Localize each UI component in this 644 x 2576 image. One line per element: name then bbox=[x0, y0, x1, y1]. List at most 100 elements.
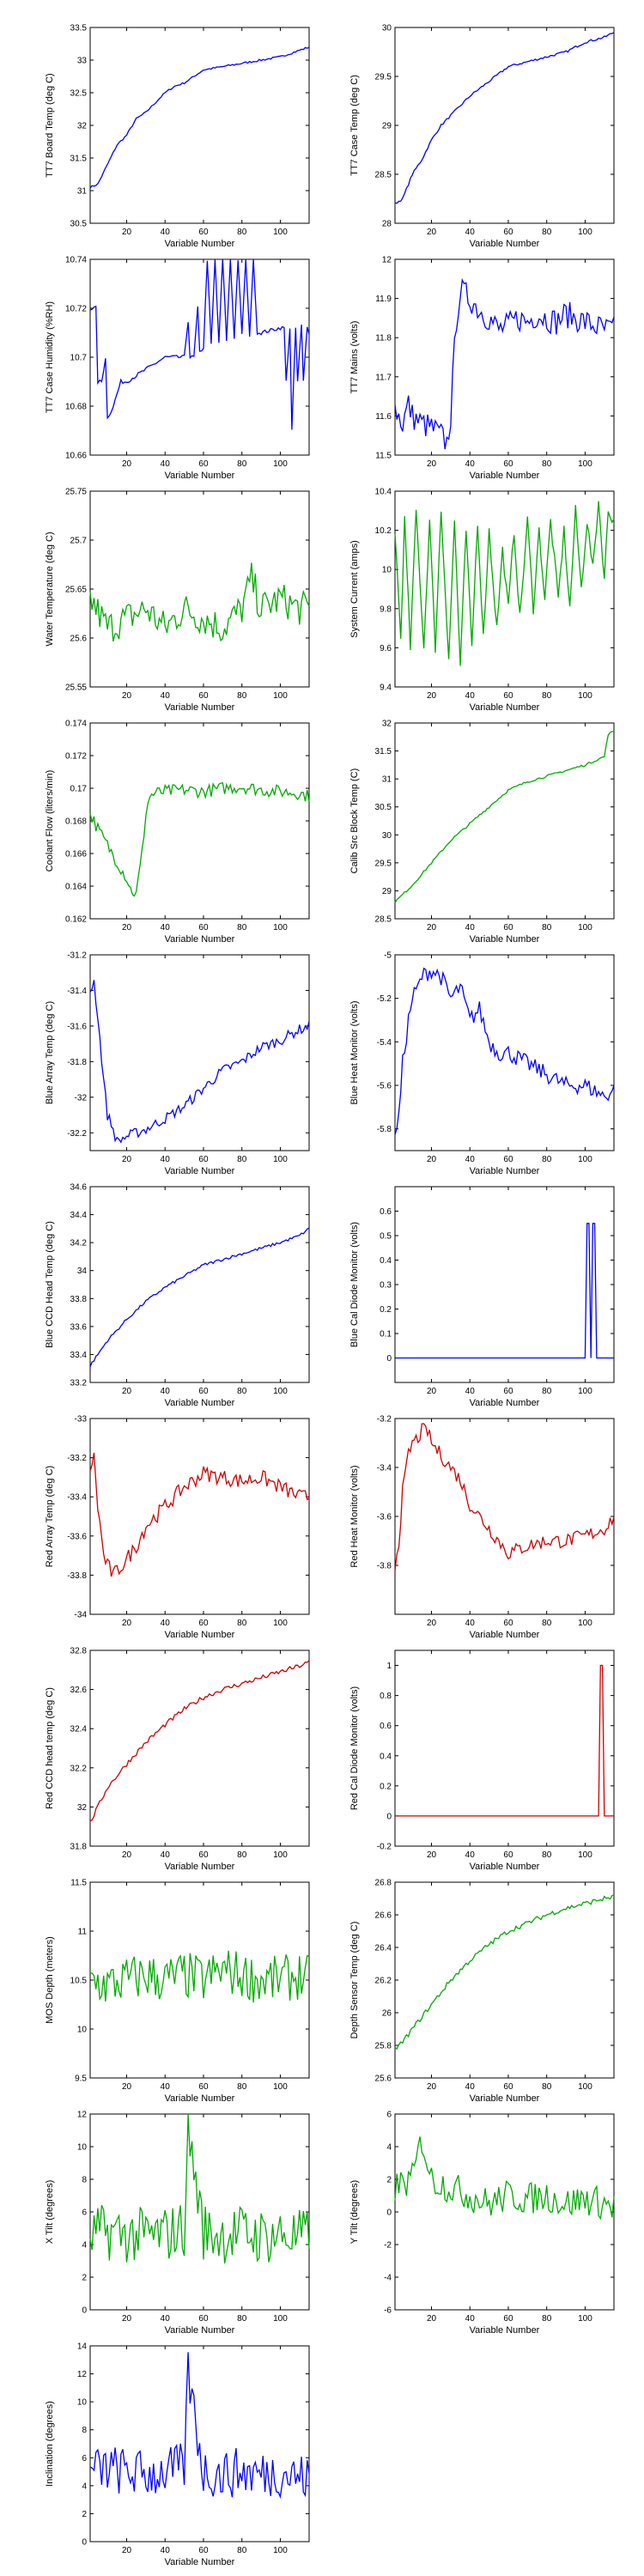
x-axis-label: Variable Number bbox=[165, 1630, 235, 1640]
x-tick-label: 60 bbox=[503, 1155, 513, 1164]
x-tick-label: 60 bbox=[198, 1850, 209, 1860]
x-axis-label: Variable Number bbox=[470, 1398, 540, 1408]
y-axis-label: TT7 Case Humidity (%RH) bbox=[45, 301, 55, 413]
x-tick-label: 80 bbox=[542, 2314, 552, 2324]
y-tick-label: 2 bbox=[82, 2274, 87, 2283]
x-tick-label: 40 bbox=[161, 2082, 171, 2092]
x-tick-label: 20 bbox=[427, 1155, 437, 1164]
plot-frame bbox=[89, 1418, 310, 1615]
series-line bbox=[89, 562, 310, 642]
x-tick-label: 80 bbox=[237, 2546, 247, 2555]
x-tick-label: 80 bbox=[237, 1850, 247, 1860]
x-axis-label: Variable Number bbox=[165, 1166, 235, 1176]
y-tick-label: 30 bbox=[382, 24, 392, 33]
y-axis-label: Coolant Flow (liters/min) bbox=[45, 770, 55, 872]
x-tick-label: 100 bbox=[578, 1387, 592, 1396]
chart-panel: -6 -4 -2 0 2 4 6 20 40 60 80 100 Variable Number Y Ti… bbox=[349, 2111, 615, 2336]
y-tick-label: 0.168 bbox=[65, 817, 87, 827]
y-tick-label: 30.5 bbox=[70, 220, 88, 229]
x-axis-label: Variable Number bbox=[470, 1166, 540, 1176]
x-tick-label: 100 bbox=[273, 2314, 288, 2324]
x-tick-label: 40 bbox=[161, 1155, 171, 1164]
x-axis-label: Variable Number bbox=[165, 471, 235, 481]
y-tick-label: 0.172 bbox=[65, 752, 87, 762]
chart-panel: 30.5 31 31.5 32 32.5 33 33.5 20 40 60 80 100 Variabl… bbox=[45, 24, 310, 249]
x-tick-label: 60 bbox=[198, 1387, 209, 1396]
series-line bbox=[395, 1664, 614, 1817]
y-tick-label: 11.7 bbox=[375, 373, 392, 382]
x-axis-label: Variable Number bbox=[165, 1862, 235, 1872]
x-tick-label: 80 bbox=[542, 228, 552, 237]
x-tick-label: 100 bbox=[273, 1850, 288, 1860]
x-tick-label: 20 bbox=[122, 2546, 132, 2555]
y-tick-label: 29.5 bbox=[375, 73, 392, 82]
y-tick-label: 0.164 bbox=[65, 883, 87, 892]
x-tick-label: 60 bbox=[503, 1619, 513, 1628]
y-tick-label: -5.8 bbox=[377, 1125, 392, 1134]
x-tick-label: 80 bbox=[542, 1155, 552, 1164]
y-tick-label: 0 bbox=[82, 2538, 87, 2548]
chart-panel: -34 -33.8 -33.6 -33.4 -33.2 -33 20 40 60 80 100 Var… bbox=[45, 1415, 310, 1640]
series-line bbox=[394, 32, 615, 204]
x-tick-label: 60 bbox=[198, 2546, 209, 2555]
y-tick-label: -33.6 bbox=[67, 1532, 87, 1541]
x-tick-label: 100 bbox=[578, 228, 592, 237]
x-tick-label: 60 bbox=[503, 1387, 513, 1396]
x-axis-label: Variable Number bbox=[165, 2093, 235, 2104]
series-line bbox=[89, 1660, 310, 1822]
plot-frame bbox=[394, 1418, 615, 1615]
plot-frame bbox=[394, 722, 615, 920]
x-tick-label: 40 bbox=[161, 459, 171, 469]
x-tick-label: 60 bbox=[198, 691, 209, 701]
x-tick-label: 60 bbox=[503, 2082, 513, 2092]
chart-panel: 25.6 25.8 26 26.2 26.4 26.6 26.8 20 40 60 80 100 Var… bbox=[349, 1879, 615, 2104]
y-tick-label: 0.2 bbox=[380, 1305, 392, 1315]
series-line bbox=[89, 1950, 310, 2003]
x-tick-label: 100 bbox=[273, 2546, 288, 2555]
y-tick-label: 11.8 bbox=[375, 334, 392, 343]
y-tick-label: 9.4 bbox=[380, 683, 392, 693]
x-tick-label: 60 bbox=[503, 923, 513, 933]
y-tick-label: -31.6 bbox=[67, 1022, 87, 1031]
x-tick-label: 60 bbox=[198, 2082, 209, 2092]
y-tick-label: -3.2 bbox=[377, 1415, 392, 1425]
x-axis-label: Variable Number bbox=[470, 934, 540, 945]
x-tick-label: 80 bbox=[542, 1619, 552, 1628]
y-tick-label: -2 bbox=[384, 2241, 392, 2251]
x-tick-label: 100 bbox=[578, 691, 592, 701]
x-tick-label: 100 bbox=[273, 1387, 288, 1396]
y-tick-label: 0.6 bbox=[380, 1207, 392, 1217]
chart-panel: 10.66 10.68 10.7 10.72 10.74 20 40 60 80 100 Varia… bbox=[45, 256, 310, 481]
y-tick-label: 10.5 bbox=[70, 1977, 88, 1986]
y-tick-label: 0.6 bbox=[380, 1722, 392, 1731]
y-tick-label: 32.2 bbox=[70, 1764, 88, 1773]
x-tick-label: 40 bbox=[161, 2314, 171, 2324]
y-tick-label: 31.5 bbox=[70, 155, 88, 164]
chart-panel: 31.8 32 32.2 32.4 32.6 32.8 20 40 60 80 100 Variabl… bbox=[45, 1647, 310, 1872]
plot-frame bbox=[394, 1186, 615, 1383]
chart-panel: 9.4 9.6 9.8 10 10.2 10.4 20 40 60 80 100 Variable N… bbox=[349, 488, 615, 713]
x-tick-label: 20 bbox=[427, 1619, 437, 1628]
x-tick-label: 20 bbox=[122, 1155, 132, 1164]
y-tick-label: -6 bbox=[384, 2306, 392, 2316]
series-line bbox=[394, 1423, 615, 1571]
y-tick-label: 25.7 bbox=[70, 537, 88, 546]
y-tick-label: 32.5 bbox=[70, 89, 88, 99]
x-axis-label: Variable Number bbox=[165, 2325, 235, 2336]
x-axis-label: Variable Number bbox=[470, 1630, 540, 1640]
x-tick-label: 40 bbox=[161, 2546, 171, 2555]
x-tick-label: 80 bbox=[542, 2082, 552, 2092]
y-tick-label: 1 bbox=[386, 1662, 392, 1671]
chart-panel: -3.8 -3.6 -3.4 -3.2 20 40 60 80 100 Variable Numb… bbox=[349, 1415, 615, 1640]
y-tick-label: 0.17 bbox=[70, 785, 88, 794]
y-tick-label: 4 bbox=[386, 2143, 392, 2153]
x-tick-label: 100 bbox=[578, 1850, 592, 1860]
y-tick-label: 12 bbox=[77, 2370, 88, 2379]
y-tick-label: 10.74 bbox=[65, 256, 87, 265]
x-tick-label: 20 bbox=[122, 1387, 132, 1396]
x-axis-label: Variable Number bbox=[165, 934, 235, 945]
y-tick-label: 9.5 bbox=[75, 2075, 87, 2084]
y-axis-label: TT7 Case Temp (deg C) bbox=[349, 75, 360, 176]
x-tick-label: 20 bbox=[122, 459, 132, 469]
y-tick-label: 26 bbox=[382, 2009, 392, 2019]
